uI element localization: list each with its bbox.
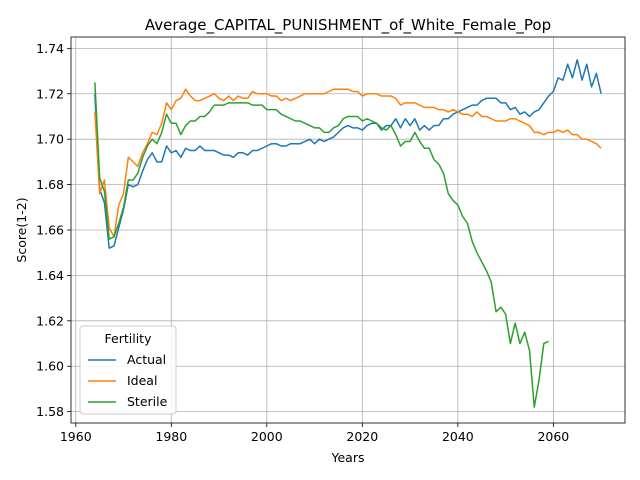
series-line-actual (94, 58, 602, 249)
series-layer (94, 58, 602, 408)
y-tick-label: 1.68 (36, 177, 64, 192)
y-tick-label: 1.64 (36, 268, 64, 283)
x-tick-label: 2000 (251, 429, 283, 444)
y-tick-label: 1.70 (36, 132, 64, 147)
legend-box (79, 325, 177, 415)
legend-title: Fertility (105, 331, 153, 346)
legend-label-ideal: Ideal (127, 373, 157, 388)
legend-label-actual: Actual (127, 352, 166, 367)
y-tick-label: 1.60 (36, 359, 64, 374)
x-axis-label: Years (331, 450, 365, 465)
legend-label-sterile: Sterile (127, 394, 168, 409)
y-tick-label: 1.58 (36, 404, 64, 419)
x-tick-label: 2060 (537, 429, 569, 444)
chart-title: Average_CAPITAL_PUNISHMENT_of_White_Fema… (145, 16, 551, 35)
x-tick-label: 2040 (442, 429, 474, 444)
x-tick-label: 1980 (155, 429, 187, 444)
y-tick-label: 1.66 (36, 223, 64, 238)
y-tick-label: 1.74 (36, 41, 64, 56)
y-axis: 1.58 1.60 1.62 1.64 1.66 1.68 1.70 1.72 1.74 (36, 41, 71, 419)
series-line-sterile (94, 82, 549, 408)
series-line-ideal (94, 88, 602, 238)
y-tick-label: 1.62 (36, 313, 64, 328)
y-axis-label: Score(1-2) (14, 197, 29, 262)
y-tick-label: 1.72 (36, 86, 64, 101)
legend: Fertility Actual Ideal Sterile (79, 325, 177, 415)
x-tick-label: 1960 (60, 429, 92, 444)
x-axis: 1960 1980 2000 2020 2040 2060 (60, 423, 569, 444)
x-tick-label: 2020 (346, 429, 378, 444)
